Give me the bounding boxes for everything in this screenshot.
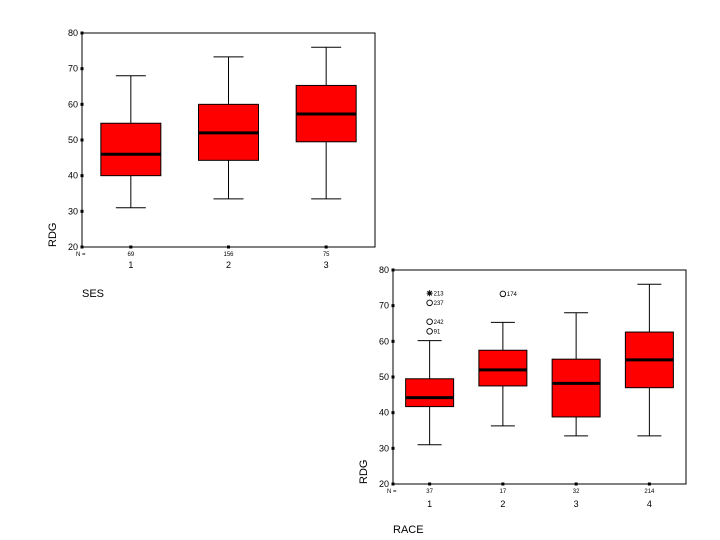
y-tick-mark: [391, 446, 395, 450]
n-value: 156: [223, 252, 234, 258]
outlier-star: [426, 290, 433, 297]
y-tick-label: 60: [68, 99, 78, 109]
x-tick-label: 2: [500, 499, 505, 509]
y-tick-mark: [391, 339, 395, 343]
x-tick-label: 3: [574, 499, 579, 509]
x-tick-mark: [428, 482, 432, 486]
boxplot-chart-1: 20 30 40 50 60 70 80 RDG N = 69 1 156 2 75 3 SES: [47, 28, 376, 300]
y-tick-mark: [80, 174, 84, 178]
boxplot-chart-2: 20 30 40 50 60 70 80 RDG N = 37 1 17 2 32 3 214 4 213 237 2…: [358, 265, 687, 536]
n-value: 75: [323, 252, 330, 258]
y-tick-label: 30: [379, 443, 389, 453]
y-tick-label: 50: [68, 135, 78, 145]
y-tick-mark: [391, 304, 395, 308]
y-tick-mark: [391, 482, 395, 486]
y-tick-mark: [80, 31, 84, 35]
x-tick-mark: [647, 482, 651, 486]
y-tick-mark: [80, 138, 84, 142]
x-tick-mark: [574, 482, 578, 486]
y-tick-mark: [391, 268, 395, 272]
box-cat-3: [551, 358, 601, 418]
x-tick-label: 3: [324, 260, 329, 270]
outlier-circle: [426, 328, 433, 335]
outlier-circle: [426, 299, 433, 307]
x-tick-label: 4: [647, 499, 652, 509]
y-tick-label: 40: [68, 171, 78, 181]
y-tick-label: 50: [379, 372, 389, 382]
y-tick-label: 70: [68, 64, 78, 74]
y-tick-label: 20: [68, 242, 78, 252]
box-cat-1: [405, 378, 455, 408]
x-tick-mark: [501, 482, 505, 486]
outlier-label: 237: [434, 301, 445, 307]
outlier-circle: [499, 290, 507, 298]
outlier-label: 174: [507, 292, 518, 298]
n-value: 37: [426, 489, 433, 495]
x-tick-label: 1: [128, 260, 133, 270]
n-value: 17: [500, 489, 507, 495]
x-axis-title: SES: [82, 288, 104, 300]
y-tick-label: 80: [68, 28, 78, 38]
outlier-label: 213: [434, 291, 445, 297]
n-label: N =: [387, 489, 397, 495]
x-tick-label: 2: [226, 260, 231, 270]
n-value: 214: [644, 489, 655, 495]
x-tick-label: 1: [427, 499, 432, 509]
y-tick-label: 30: [68, 206, 78, 216]
box-cat-1: [100, 122, 162, 177]
y-tick-label: 80: [379, 265, 389, 275]
x-axis-title: RACE: [393, 524, 424, 536]
y-tick-label: 20: [379, 479, 389, 489]
n-value: 69: [127, 252, 134, 258]
y-axis-title: RDG: [47, 223, 59, 247]
y-tick-mark: [391, 411, 395, 415]
y-tick-label: 60: [379, 336, 389, 346]
y-tick-mark: [80, 245, 84, 249]
n-label: N =: [76, 252, 86, 258]
y-tick-label: 70: [379, 301, 389, 311]
y-tick-label: 40: [379, 408, 389, 418]
outlier-star-stroke: [427, 290, 433, 296]
y-axis-title: RDG: [358, 460, 370, 484]
n-value: 32: [573, 489, 580, 495]
outlier-label: 242: [434, 320, 445, 326]
y-tick-mark: [80, 67, 84, 71]
box-cat-2: [478, 349, 528, 387]
y-tick-mark: [80, 209, 84, 213]
y-tick-mark: [391, 375, 395, 379]
x-tick-mark: [129, 245, 133, 249]
x-tick-mark: [227, 245, 230, 249]
x-tick-mark: [324, 245, 328, 249]
outlier-circle: [426, 318, 433, 325]
y-tick-mark: [80, 102, 84, 106]
outlier-label: 91: [434, 330, 441, 336]
